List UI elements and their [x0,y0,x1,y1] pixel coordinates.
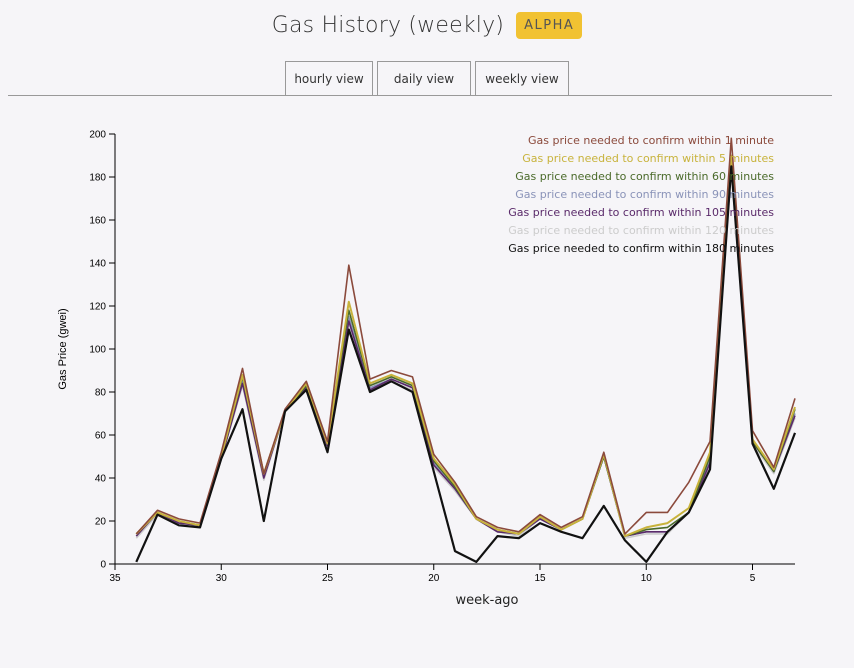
y-tick-label: 160 [89,216,106,227]
series-line-2 [135,154,796,538]
y-tick-label: 80 [95,388,107,399]
x-axis-title: week-ago [455,593,518,608]
y-tick-label: 140 [89,259,106,270]
legend-entry-2: Gas price needed to confirm within 5 min… [522,152,774,165]
x-tick-label: 10 [641,573,653,584]
legend-entry-4: Gas price needed to confirm within 90 mi… [515,188,774,201]
y-tick-label: 40 [95,474,107,485]
legend-entry-7: Gas price needed to confirm within 180 m… [508,242,774,255]
legend-entry-1: Gas price needed to confirm within 1 min… [528,134,774,147]
x-tick-label: 30 [216,573,228,584]
gas-price-line-chart: 0 20 40 60 80 100 120 140 160 180 200 35 30 25 20 15 10 5… [57,130,797,608]
series-line-4 [135,163,796,537]
series-line-1 [135,137,796,535]
x-tick-label: 25 [322,573,334,584]
legend-entry-5: Gas price needed to confirm within 105 m… [508,206,774,219]
x-tick-label: 15 [534,573,546,584]
y-tick-label: 200 [89,130,106,141]
series-line-6 [135,165,796,540]
series-line-7 [135,165,797,563]
y-tick-label: 0 [100,560,106,571]
header: Gas History (weekly) ALPHA [0,12,854,39]
alpha-badge: ALPHA [516,12,583,39]
y-axis-title: Gas Price (gwei) [57,308,69,389]
y-tick-label: 20 [95,517,107,528]
x-tick-label: 20 [428,573,440,584]
y-tick-label: 60 [95,431,107,442]
y-tick-label: 120 [89,302,106,313]
y-tick-label: 100 [89,345,106,356]
series-line-5 [135,165,796,537]
page-title: Gas History (weekly) [271,13,505,38]
tab-weekly-view[interactable]: weekly view [475,61,569,95]
tab-daily-view[interactable]: daily view [377,61,471,95]
view-tabs: hourly view daily view weekly view [0,61,854,95]
legend-entry-6: Gas price needed to confirm within 120 m… [508,224,774,237]
x-tick-label: 35 [109,573,121,584]
legend-entry-3: Gas price needed to confirm within 60 mi… [515,170,774,183]
y-tick-label: 180 [89,173,106,184]
x-tick-label: 5 [750,573,756,584]
tab-hourly-view[interactable]: hourly view [285,61,373,95]
tab-divider [8,95,832,96]
